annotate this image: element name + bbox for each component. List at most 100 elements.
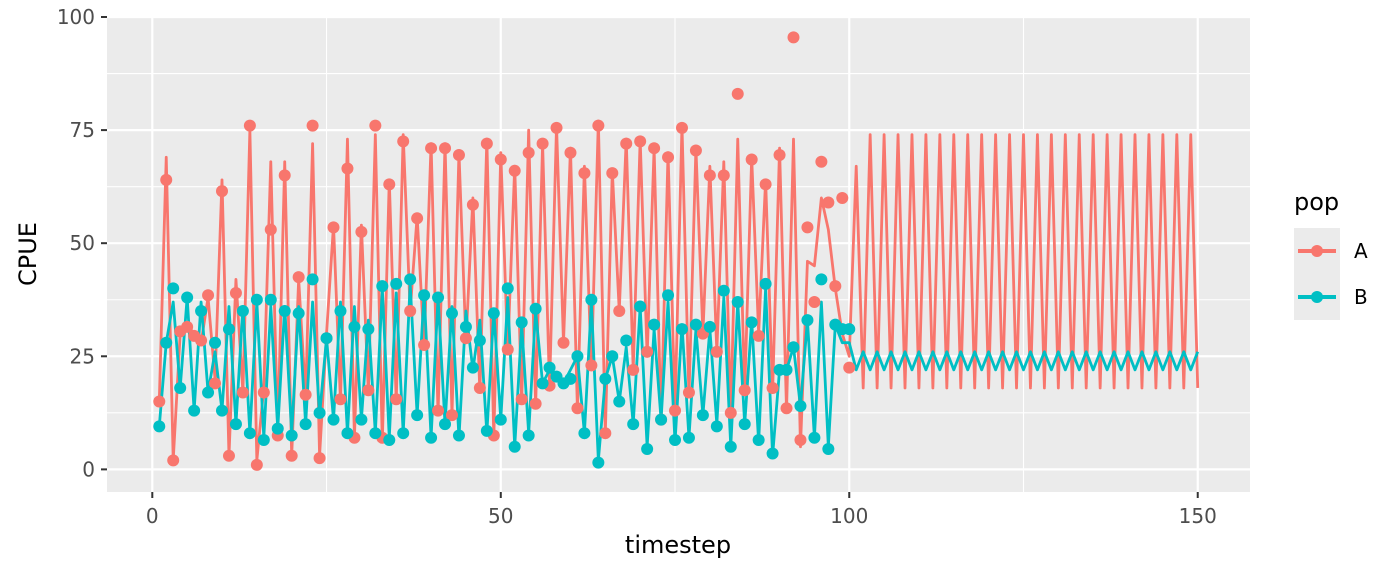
data-point-b xyxy=(480,424,493,437)
data-point-a xyxy=(334,393,347,406)
data-point-a xyxy=(229,286,242,299)
data-point-a xyxy=(369,119,382,132)
y-tick-label: 0 xyxy=(82,457,95,481)
data-point-b xyxy=(655,413,668,426)
legend-key-b-point xyxy=(1311,291,1323,303)
data-point-b xyxy=(578,427,591,440)
data-point-b xyxy=(585,293,598,306)
data-point-a xyxy=(592,119,605,132)
data-point-b xyxy=(195,305,208,318)
data-point-a xyxy=(794,433,807,446)
data-point-a xyxy=(759,178,772,191)
data-point-a xyxy=(501,343,514,356)
data-point-a xyxy=(195,334,208,347)
data-point-a xyxy=(167,454,180,467)
data-point-b xyxy=(209,336,222,349)
data-point-a xyxy=(508,164,521,177)
data-point-b xyxy=(745,316,758,329)
series-line-a xyxy=(157,119,1200,462)
data-point-b xyxy=(731,296,744,308)
data-point-b xyxy=(494,413,507,426)
data-point-a xyxy=(669,404,682,417)
data-point-b xyxy=(299,418,312,431)
data-point-a xyxy=(843,361,856,374)
series-a xyxy=(157,119,1200,462)
data-point-a xyxy=(822,196,835,209)
data-point-b xyxy=(202,386,215,399)
data-point-a xyxy=(439,142,452,155)
y-tick-label: 100 xyxy=(57,5,95,29)
data-point-a xyxy=(432,404,445,417)
data-point-b xyxy=(703,320,716,333)
series-line-b xyxy=(157,282,1200,462)
legend-label-b: B xyxy=(1354,285,1368,309)
data-point-b xyxy=(710,420,723,433)
data-point-b xyxy=(815,273,828,286)
data-point-b xyxy=(459,320,472,333)
data-point-b xyxy=(167,282,180,295)
data-point-a xyxy=(648,142,661,155)
data-point-b xyxy=(404,273,417,286)
data-point-b xyxy=(641,443,654,456)
data-point-a xyxy=(404,305,417,318)
data-point-b xyxy=(599,372,612,385)
series-layer xyxy=(153,31,1200,471)
data-point-a xyxy=(425,142,438,155)
data-point-a xyxy=(634,135,647,148)
data-point-b xyxy=(383,433,396,446)
data-point-a xyxy=(599,427,612,440)
data-point-b xyxy=(564,372,577,385)
series-points-b xyxy=(153,273,856,469)
data-point-a xyxy=(418,338,431,351)
data-point-b xyxy=(216,404,228,417)
data-point-b xyxy=(501,282,514,295)
data-point-b xyxy=(766,447,779,460)
data-point-b xyxy=(752,433,765,446)
data-point-a xyxy=(578,167,591,180)
data-point-a xyxy=(710,345,723,358)
data-point-a xyxy=(264,223,277,236)
data-point-b xyxy=(264,293,277,306)
data-point-b xyxy=(418,289,431,302)
data-point-a xyxy=(752,329,765,342)
data-point-b xyxy=(808,431,821,444)
data-point-a xyxy=(362,384,375,397)
data-point-b xyxy=(724,440,737,453)
data-point-a xyxy=(236,386,249,399)
data-point-b xyxy=(543,361,556,374)
data-point-b xyxy=(397,427,410,440)
data-point-b xyxy=(592,456,605,469)
data-point-a xyxy=(564,146,577,159)
data-point-a xyxy=(494,153,507,166)
data-point-a xyxy=(411,212,424,225)
data-point-b xyxy=(320,332,333,345)
data-point-b xyxy=(222,323,235,336)
data-point-b xyxy=(627,418,640,431)
data-point-a xyxy=(299,388,312,401)
data-point-a xyxy=(689,144,702,157)
data-point-a xyxy=(522,146,535,159)
data-point-b xyxy=(682,431,695,444)
data-point-a xyxy=(773,148,786,161)
data-point-a xyxy=(250,458,263,471)
data-point-a xyxy=(445,409,458,422)
data-point-b xyxy=(466,361,479,374)
data-point-b xyxy=(648,318,661,331)
data-point-b xyxy=(759,277,772,290)
data-point-a xyxy=(585,359,598,372)
data-point-a xyxy=(613,305,626,318)
legend-title: pop xyxy=(1294,188,1339,216)
data-point-a xyxy=(682,386,695,399)
series-points-a xyxy=(153,31,856,471)
data-point-a xyxy=(313,452,326,465)
data-point-a xyxy=(571,402,584,415)
data-point-a xyxy=(536,137,549,150)
data-point-b xyxy=(669,433,682,446)
data-point-a xyxy=(397,135,410,148)
data-point-b xyxy=(174,381,187,394)
data-point-b xyxy=(571,350,584,363)
data-point-b xyxy=(327,413,340,426)
data-point-a xyxy=(606,167,619,180)
data-point-b xyxy=(432,291,445,304)
data-point-b xyxy=(236,305,249,318)
